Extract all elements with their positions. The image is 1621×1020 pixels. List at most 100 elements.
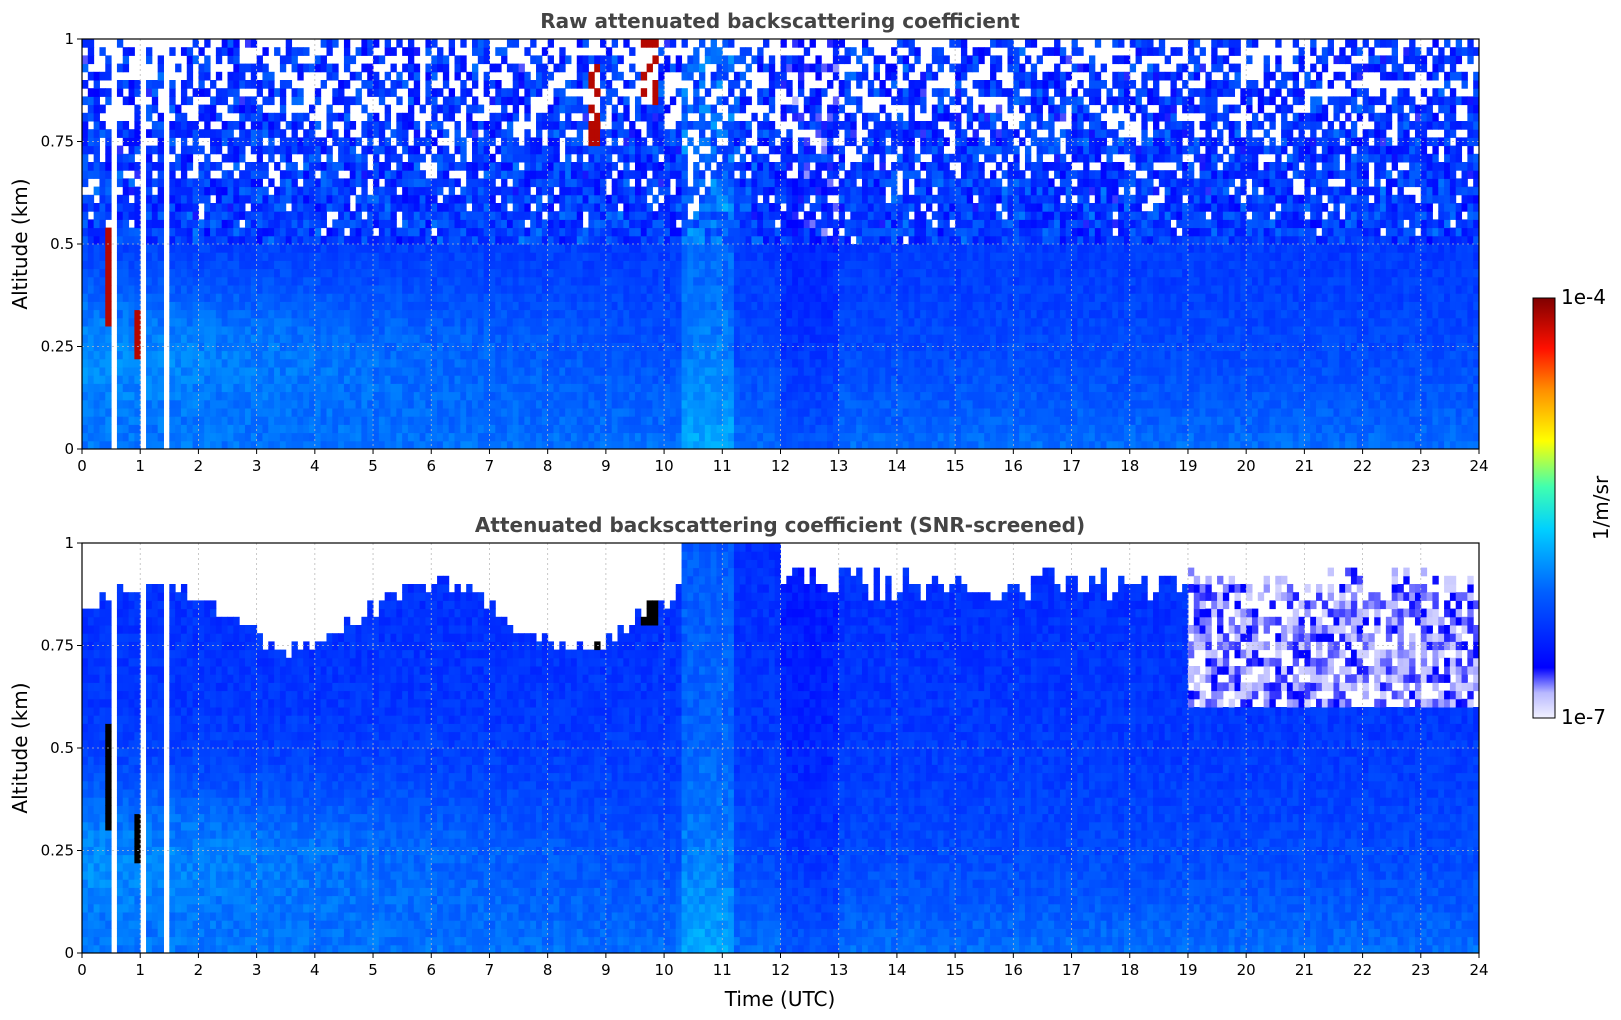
heatmap-cell xyxy=(472,440,479,450)
heatmap-cell xyxy=(547,235,554,245)
heatmap-cell xyxy=(309,326,316,335)
heatmap-cell xyxy=(611,432,619,442)
heatmap-cell xyxy=(169,104,176,114)
heatmap-cell xyxy=(477,375,485,384)
heatmap-cell xyxy=(93,235,100,245)
heatmap-cell xyxy=(192,309,199,319)
heatmap-cell xyxy=(652,432,659,442)
heatmap-cell xyxy=(425,88,432,97)
heatmap-cell xyxy=(338,375,345,384)
heatmap-cell xyxy=(553,145,560,155)
heatmap-cell xyxy=(309,416,316,425)
heatmap-cell xyxy=(93,399,100,409)
heatmap-cell xyxy=(425,408,432,417)
heatmap-cell xyxy=(105,211,112,220)
heatmap-cell xyxy=(338,80,345,89)
heatmap-cell xyxy=(640,276,648,286)
heatmap-cell xyxy=(390,244,397,253)
heatmap-cell xyxy=(303,301,310,311)
heatmap-cell xyxy=(617,96,624,106)
heatmap-cell xyxy=(524,203,531,212)
heatmap-cell xyxy=(99,227,106,237)
heatmap-cell xyxy=(728,367,735,376)
heatmap-cell xyxy=(547,326,554,335)
heatmap-cell xyxy=(378,334,386,343)
heatmap-cell xyxy=(419,211,426,220)
heatmap-cell xyxy=(204,301,211,311)
heatmap-cell xyxy=(297,203,304,212)
heatmap-cell xyxy=(454,268,461,278)
heatmap-cell xyxy=(506,244,514,253)
heatmap-cell xyxy=(402,424,409,434)
heatmap-cell xyxy=(739,350,747,360)
heatmap-cell xyxy=(448,367,456,376)
heatmap-cell xyxy=(693,252,700,261)
heatmap-cell xyxy=(343,244,351,253)
heatmap-cell xyxy=(733,129,741,138)
heatmap-cell xyxy=(204,121,211,130)
heatmap-cell xyxy=(157,121,164,130)
heatmap-cell xyxy=(373,252,380,261)
heatmap-cell xyxy=(146,383,153,393)
heatmap-cell xyxy=(675,293,683,302)
heatmap-cell xyxy=(192,219,199,229)
heatmap-cell xyxy=(279,88,287,97)
heatmap-cell xyxy=(134,145,141,155)
heatmap-cell xyxy=(512,285,520,294)
heatmap-cell xyxy=(146,235,153,245)
heatmap-cell xyxy=(349,235,357,245)
heatmap-cell xyxy=(763,211,770,220)
heatmap-cell xyxy=(262,71,269,81)
heatmap-cell xyxy=(425,399,432,409)
heatmap-cell xyxy=(186,399,194,409)
heatmap-cell xyxy=(215,432,223,442)
heatmap-cell xyxy=(646,285,653,294)
heatmap-cell xyxy=(146,153,153,163)
heatmap-cell xyxy=(600,80,607,89)
heatmap-cell xyxy=(576,71,584,81)
heatmap-cell xyxy=(87,285,95,294)
heatmap-cell xyxy=(419,178,426,188)
heatmap-cell xyxy=(600,211,607,220)
heatmap-cell xyxy=(768,88,776,97)
heatmap-cell xyxy=(739,252,747,261)
heatmap-cell xyxy=(559,121,566,130)
heatmap-cell xyxy=(361,129,368,138)
heatmap-cell xyxy=(483,121,490,130)
heatmap-cell xyxy=(675,399,683,409)
heatmap-cell xyxy=(716,55,723,65)
heatmap-cell xyxy=(343,408,351,417)
heatmap-cell xyxy=(378,293,386,302)
heatmap-cell xyxy=(268,342,275,352)
heatmap-cell xyxy=(704,162,712,171)
heatmap-cell xyxy=(244,260,252,270)
heatmap-cell xyxy=(192,235,199,245)
heatmap-cell xyxy=(122,186,130,196)
heatmap-cell xyxy=(745,268,752,278)
heatmap-cell xyxy=(227,252,234,261)
heatmap-cell xyxy=(87,104,95,114)
heatmap-cell xyxy=(611,129,619,138)
heatmap-cell xyxy=(373,219,380,229)
heatmap-cell xyxy=(407,121,415,130)
heatmap-cell xyxy=(343,104,351,114)
heatmap-cell xyxy=(605,55,613,65)
heatmap-cell xyxy=(559,367,566,376)
heatmap-cell xyxy=(239,96,246,106)
heatmap-cell xyxy=(396,194,403,204)
heatmap-cell xyxy=(233,244,240,253)
heatmap-cell xyxy=(623,80,630,89)
heatmap-cell xyxy=(99,235,106,245)
heatmap-cell xyxy=(204,399,211,409)
heatmap-cell xyxy=(594,121,601,130)
heatmap-cell xyxy=(396,293,403,302)
heatmap-cell xyxy=(402,170,409,179)
heatmap-cell xyxy=(483,170,490,179)
heatmap-cell xyxy=(751,170,758,179)
heatmap-cell xyxy=(489,276,496,286)
heatmap-cell xyxy=(594,63,601,73)
heatmap-cell xyxy=(361,334,368,343)
heatmap-cell xyxy=(105,301,112,311)
heatmap-cell xyxy=(239,244,246,253)
heatmap-cell xyxy=(279,252,287,261)
